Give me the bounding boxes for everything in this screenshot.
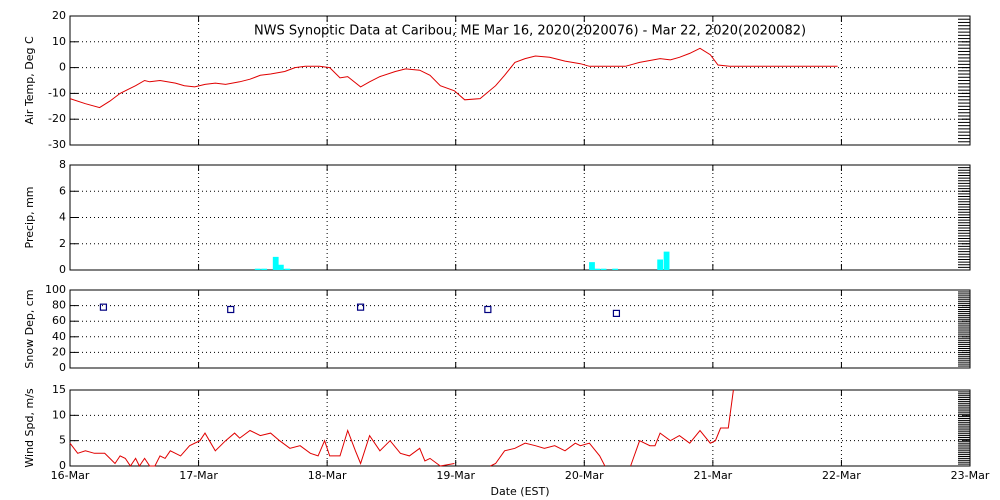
y-tick-label: 15 [52,383,66,396]
point [612,309,621,317]
point [356,303,365,311]
x-tick-label: 21-Mar [693,469,732,482]
y-axis-label: Air Temp, Deg C [23,36,36,125]
y-tick-label: -10 [48,86,66,99]
y-tick-label: -20 [48,112,66,125]
y-tick-label: 0 [59,61,66,74]
bar [261,268,268,270]
bar [277,264,284,270]
point [99,303,108,311]
y-tick-label: 80 [52,299,66,312]
plot-frame [69,289,971,369]
y-tick-label: 4 [59,211,66,224]
bar [272,256,279,270]
y-axis-label: Wind Spd, m/s [23,388,36,468]
y-axis-label: Snow Dep, cm [23,289,36,368]
x-tick-label: 16-Mar [51,469,90,482]
y-tick-label: 100 [45,283,66,296]
x-tick-label: 22-Mar [822,469,861,482]
bar [594,268,601,270]
y-tick-label: 6 [59,184,66,197]
bar [284,268,291,270]
y-tick-label: 0 [59,263,66,276]
plot-frame [69,164,971,271]
y-tick-label: 8 [59,158,66,171]
y-tick-label: 40 [52,330,66,343]
y-tick-label: 5 [59,434,66,447]
y-tick-label: 0 [59,459,66,472]
data-line [69,389,734,467]
y-tick-label: 10 [52,35,66,48]
plot-frame [69,15,971,146]
plot-frame [69,389,971,467]
y-tick-label: 10 [52,408,66,421]
point [227,305,235,314]
x-axis-label: Date (EST) [490,485,549,498]
x-tick-label: 19-Mar [436,469,475,482]
point [484,305,492,314]
data-line [69,47,838,109]
bar [657,259,664,270]
y-tick-label: 20 [52,345,66,358]
y-tick-label: 2 [59,237,66,250]
x-tick-label: 17-Mar [179,469,218,482]
y-tick-label: 20 [52,9,66,22]
x-tick-label: 18-Mar [308,469,347,482]
y-tick-label: 60 [52,314,66,327]
bar [589,262,595,270]
bar [663,251,670,270]
x-tick-label: 23-Mar [951,469,990,482]
bar [600,268,607,270]
bar [612,268,619,270]
x-tick-label: 20-Mar [565,469,604,482]
chart-title: NWS Synoptic Data at Caribou, ME Mar 16,… [254,24,806,39]
y-tick-label: 0 [59,361,66,374]
bar [254,268,261,270]
y-axis-label: Precip, mm [23,187,36,249]
y-tick-label: -30 [48,138,66,151]
